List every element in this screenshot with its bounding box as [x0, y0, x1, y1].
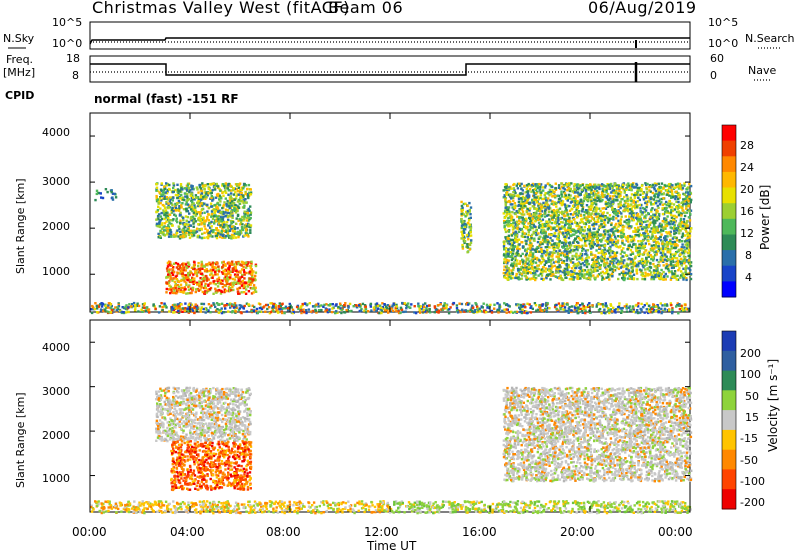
power-colorbar [722, 187, 736, 204]
power-scatter-region [94, 188, 118, 202]
velocity-colorbar [722, 390, 736, 411]
velocity-scatter-region [155, 386, 252, 443]
noise-panel-frame [89, 21, 691, 50]
noise-left-tick-top: 10^5 [52, 16, 83, 29]
velocity-cbar-tick: 100 [740, 368, 761, 381]
velocity-ytick: 2000 [42, 429, 70, 442]
velocity-cbar-tick: -100 [740, 475, 765, 488]
power-ylabel: Slant Range [km] [14, 178, 27, 274]
power-colorbar [722, 125, 736, 142]
x-tick: 20:00 [560, 525, 595, 539]
power-colorbar-frame [721, 124, 737, 298]
power-cbar-tick: 24 [740, 161, 754, 174]
x-axis-label: Time UT [367, 539, 417, 553]
x-tick: 04:00 [170, 525, 205, 539]
power-scatter-region [165, 260, 258, 295]
velocity-scatter-region [170, 440, 253, 492]
nsky-label: N.Sky [3, 32, 35, 45]
noise-sky-trace [89, 37, 690, 45]
velocity-scatter-region [390, 500, 692, 515]
power-cbar-tick: 28 [740, 139, 754, 152]
velocity-colorbar [722, 469, 736, 490]
velocity-cbar-tick: -50 [740, 454, 758, 467]
velocity-scatter-region [502, 386, 693, 483]
date-label: 06/Aug/2019 [588, 0, 697, 17]
velocity-cbar-label: Velocity [m s⁻¹] [766, 358, 780, 452]
cpid-label: CPID [5, 89, 35, 102]
power-ytick: 2000 [42, 220, 70, 233]
beam-label: Beam 06 [328, 0, 404, 17]
power-ytick: 1000 [42, 265, 70, 278]
power-cbar-tick: 20 [740, 183, 754, 196]
power-ytick: 3000 [42, 175, 70, 188]
freq-left-tick-top: 18 [66, 52, 80, 65]
freq-trace [90, 63, 690, 76]
velocity-colorbar [722, 350, 736, 372]
power-colorbar [722, 203, 736, 220]
noise-right-tick-bottom: 10^0 [708, 37, 739, 50]
power-cbar-tick: 8 [745, 249, 752, 262]
velocity-cbar-tick: -200 [740, 496, 765, 509]
freq-right-tick-top: 60 [710, 52, 724, 65]
velocity-scatter-region [90, 500, 393, 515]
power-colorbar [722, 265, 736, 282]
power-colorbar [722, 140, 736, 157]
power-ytick: 4000 [42, 126, 70, 139]
freq-right-tick-bottom: 0 [710, 69, 717, 82]
power-cbar-tick: 4 [745, 271, 752, 284]
power-colorbar [722, 250, 736, 267]
velocity-colorbar [722, 331, 736, 352]
x-tick: 00:00 [658, 525, 693, 539]
power-scatter-region [155, 182, 253, 240]
power-colorbar [722, 156, 736, 173]
x-tick: 08:00 [266, 525, 301, 539]
velocity-colorbar-frame [721, 330, 737, 510]
velocity-ylabel: Slant Range [km] [14, 392, 27, 488]
station-title: Christmas Valley West (fitACF) [92, 0, 350, 17]
velocity-colorbar [722, 410, 736, 431]
cpid-text: normal (fast) -151 RF [94, 92, 239, 106]
velocity-colorbar [722, 429, 736, 451]
power-scatter-region [90, 301, 691, 315]
velocity-ytick: 1000 [42, 472, 70, 485]
x-tick: 00:00 [72, 525, 107, 539]
power-colorbar [722, 234, 736, 251]
x-tick: 16:00 [462, 525, 497, 539]
velocity-ytick: 3000 [42, 385, 70, 398]
velocity-cbar-tick: 15 [745, 411, 759, 424]
velocity-cbar-tick: 200 [740, 347, 761, 360]
power-cbar-label: Power [dB] [758, 184, 772, 250]
velocity-cbar-tick: 50 [745, 390, 759, 403]
x-tick: 12:00 [364, 525, 399, 539]
power-scatter-region [460, 200, 473, 254]
freq-label: Freq. [6, 53, 34, 66]
power-cbar-tick: 12 [740, 227, 754, 240]
velocity-ytick: 4000 [42, 341, 70, 354]
freq-unit-label: [MHz] [3, 66, 36, 79]
power-cbar-tick: 16 [740, 205, 754, 218]
noise-left-tick-bottom: 10^0 [52, 37, 83, 50]
velocity-colorbar [722, 370, 736, 391]
power-colorbar [722, 281, 736, 298]
velocity-cbar-tick: -15 [740, 432, 758, 445]
noise-right-tick-top: 10^5 [708, 16, 739, 29]
power-scatter-region [502, 182, 693, 282]
freq-panel-frame [89, 55, 691, 83]
power-colorbar [722, 218, 736, 235]
velocity-colorbar [722, 449, 736, 470]
nsearch-label: N.Search [745, 32, 795, 45]
power-colorbar [722, 171, 736, 188]
velocity-colorbar [722, 489, 736, 510]
nave-label: Nave [748, 64, 777, 77]
freq-left-tick-bottom: 8 [72, 69, 79, 82]
